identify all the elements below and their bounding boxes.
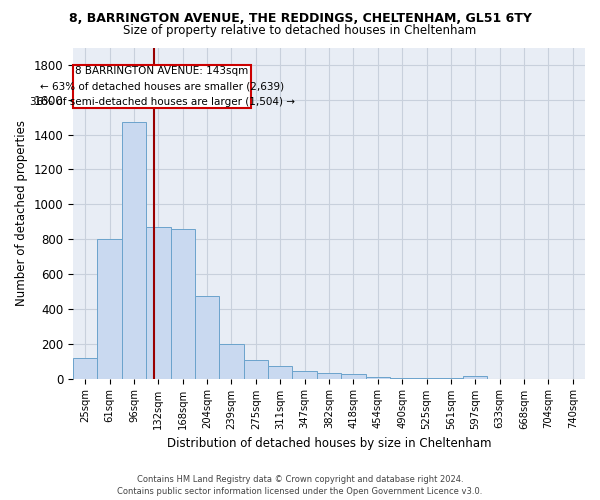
Bar (73, 358, 97, 378)
Bar (195, 296, 220, 378)
Bar (244, 360, 268, 378)
X-axis label: Distribution of detached houses by size in Cheltenham: Distribution of detached houses by size … (167, 437, 491, 450)
Text: 8 BARRINGTON AVENUE: 143sqm
← 63% of detached houses are smaller (2,639)
36% of : 8 BARRINGTON AVENUE: 143sqm ← 63% of det… (29, 66, 295, 107)
Text: Contains HM Land Registry data © Crown copyright and database right 2024.
Contai: Contains HM Land Registry data © Crown c… (118, 474, 482, 496)
Bar (341, 374, 365, 378)
Y-axis label: Number of detached properties: Number of detached properties (15, 120, 28, 306)
Bar (365, 377, 390, 378)
Bar (292, 370, 317, 378)
FancyBboxPatch shape (73, 65, 251, 108)
Bar (122, 122, 146, 378)
Bar (220, 344, 244, 378)
Bar (268, 366, 292, 378)
Bar (463, 376, 487, 378)
Text: Size of property relative to detached houses in Cheltenham: Size of property relative to detached ho… (124, 24, 476, 37)
Bar (146, 227, 170, 378)
Bar (97, 239, 122, 378)
Bar (170, 228, 195, 378)
Text: 8, BARRINGTON AVENUE, THE REDDINGS, CHELTENHAM, GL51 6TY: 8, BARRINGTON AVENUE, THE REDDINGS, CHEL… (68, 12, 532, 26)
Bar (317, 374, 341, 378)
